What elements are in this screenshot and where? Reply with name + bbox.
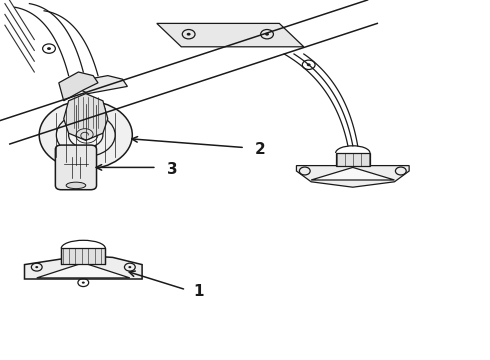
Polygon shape [157, 23, 304, 47]
Polygon shape [59, 72, 98, 101]
Circle shape [82, 282, 85, 284]
Circle shape [187, 33, 191, 36]
Polygon shape [37, 263, 130, 278]
Circle shape [265, 33, 269, 36]
Text: 2: 2 [255, 142, 266, 157]
Polygon shape [311, 167, 394, 180]
FancyBboxPatch shape [55, 145, 97, 190]
Ellipse shape [66, 182, 86, 189]
Circle shape [35, 266, 38, 268]
Text: 1: 1 [194, 284, 204, 299]
Circle shape [47, 47, 51, 50]
Circle shape [69, 122, 103, 148]
Polygon shape [64, 94, 108, 140]
Polygon shape [336, 153, 370, 166]
Text: 3: 3 [167, 162, 177, 177]
Polygon shape [24, 256, 142, 279]
Polygon shape [296, 166, 409, 187]
Circle shape [39, 101, 132, 169]
Circle shape [307, 63, 311, 66]
Circle shape [128, 266, 131, 268]
Polygon shape [61, 248, 105, 264]
Polygon shape [74, 76, 127, 94]
